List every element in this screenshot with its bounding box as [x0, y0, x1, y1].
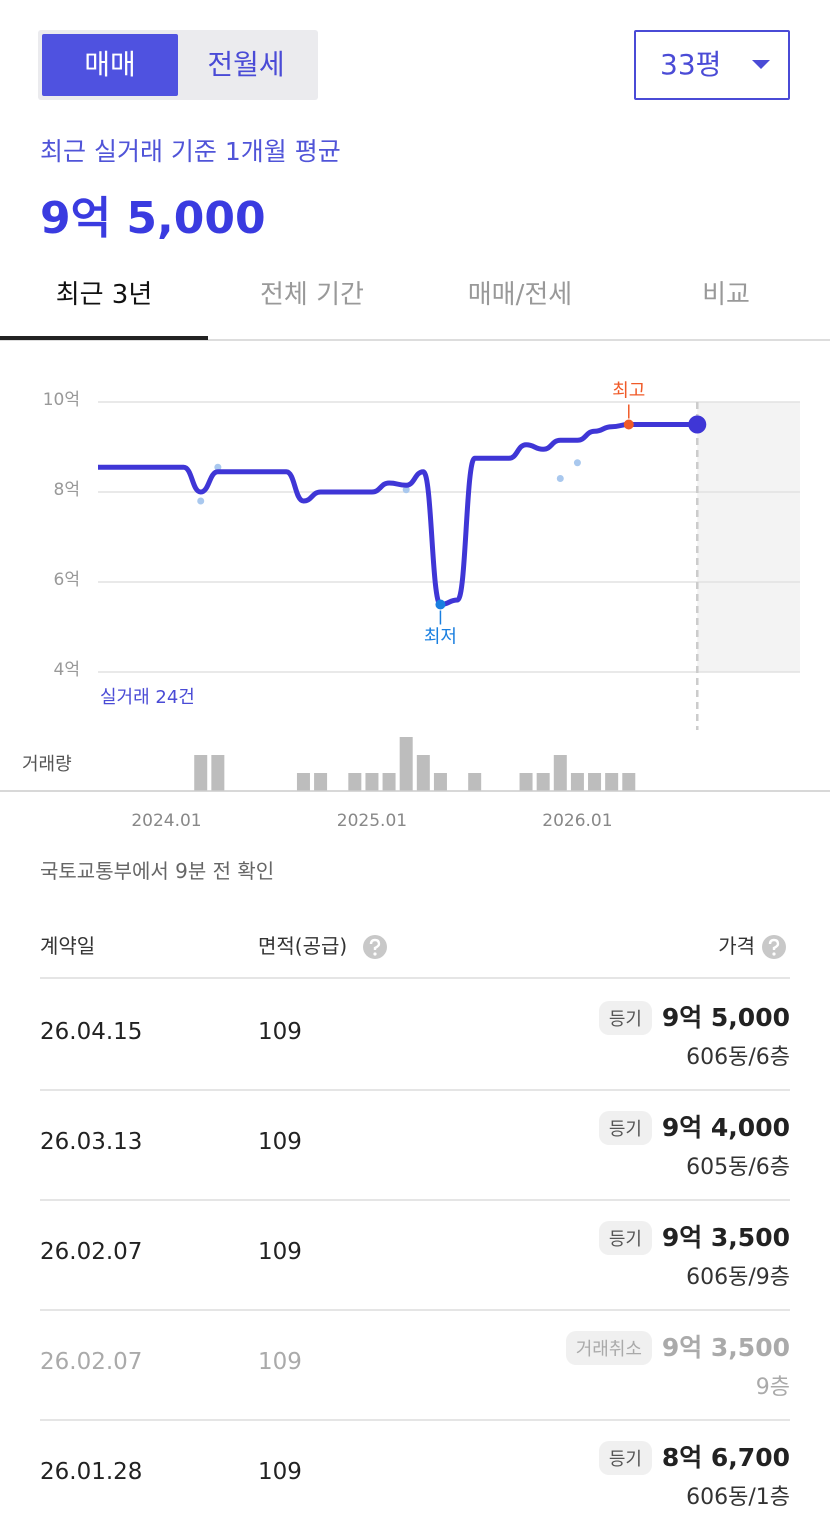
divider — [40, 1199, 790, 1201]
volume-label: 거래량 — [22, 754, 72, 775]
period-tab[interactable]: 최근 3년 — [55, 280, 153, 310]
divider — [40, 1419, 790, 1421]
period-tab[interactable]: 비교 — [702, 280, 750, 310]
trade-tab[interactable]: 전월세 — [207, 48, 285, 81]
period-tab[interactable]: 전체 기간 — [260, 280, 364, 310]
area: 109 — [258, 1459, 302, 1485]
summary-value: 9억 5,000 — [40, 193, 266, 244]
unit-detail: 606동/1층 — [686, 1485, 790, 1510]
trade-tab[interactable]: 매매 — [42, 34, 178, 96]
volume-bar — [382, 773, 396, 791]
badge: 등기 — [598, 1001, 652, 1035]
x-tick-label: 2024.01 — [131, 811, 201, 831]
price: 9억 4,000 — [661, 1113, 790, 1142]
y-tick-label: 4억 — [54, 660, 80, 680]
help-icon[interactable] — [761, 934, 787, 960]
annotation-point — [623, 419, 634, 430]
volume-bar — [622, 773, 636, 791]
unit-detail: 606동/6층 — [686, 1045, 790, 1070]
x-tick-label: 2025.01 — [337, 811, 407, 831]
volume-bar — [553, 755, 567, 791]
volume-bar — [570, 773, 584, 791]
volume-bar — [296, 773, 310, 791]
low-floor-point — [402, 486, 410, 494]
badge: 등기 — [598, 1441, 652, 1475]
badge: 등기 — [598, 1221, 652, 1255]
tab-border — [0, 339, 830, 341]
volume-bar — [399, 737, 413, 791]
annotation-point — [435, 599, 446, 610]
contract-date: 26.04.15 — [40, 1019, 143, 1045]
column-header: 가격 — [718, 934, 755, 958]
volume-bar — [348, 773, 362, 791]
y-tick-label: 10억 — [43, 390, 80, 410]
low-floor-point — [556, 475, 564, 482]
x-tick-label: 2026.01 — [542, 811, 612, 831]
divider — [40, 1309, 790, 1311]
contract-date: 26.02.07 — [40, 1349, 143, 1375]
price: 9억 3,500 — [661, 1223, 790, 1252]
annotation-label: 최저 — [424, 627, 457, 648]
help-icon[interactable] — [362, 934, 388, 960]
divider — [40, 1089, 790, 1091]
future-area — [697, 402, 800, 672]
unit-detail: 605동/6층 — [686, 1155, 790, 1180]
y-tick-label: 8억 — [54, 480, 80, 500]
low-floor-point — [214, 463, 222, 471]
price: 9억 5,000 — [661, 1003, 790, 1032]
column-header: 계약일 — [40, 934, 96, 958]
annotation-label: 최고 — [612, 381, 645, 402]
column-header: 면적(공급) — [258, 934, 348, 958]
area: 109 — [258, 1349, 302, 1375]
unit-detail: 606동/9층 — [686, 1265, 790, 1290]
summary-label: 최근 실거래 기준 1개월 평균 — [40, 137, 341, 166]
area-select[interactable]: 33평 — [660, 48, 722, 81]
contract-date: 26.02.07 — [40, 1239, 143, 1265]
volume-bar — [605, 773, 619, 791]
source-note: 국토교통부에서 9분 전 확인 — [40, 859, 275, 883]
price: 9억 3,500 — [661, 1333, 790, 1362]
dropdown-arrow — [752, 60, 770, 69]
divider — [40, 977, 790, 979]
contract-date: 26.01.28 — [40, 1459, 143, 1485]
volume-bar — [519, 773, 533, 791]
y-tick-label: 6억 — [54, 570, 80, 590]
volume-bar — [194, 755, 208, 791]
badge: 등기 — [598, 1111, 652, 1145]
area-dropdown[interactable] — [634, 30, 790, 100]
volume-bar — [365, 773, 379, 791]
volume-bar — [314, 773, 328, 791]
volume-bar — [433, 773, 447, 791]
tab-underline — [0, 336, 208, 340]
area: 109 — [258, 1129, 302, 1155]
price: 8억 6,700 — [661, 1443, 790, 1472]
area: 109 — [258, 1019, 302, 1045]
area: 109 — [258, 1239, 302, 1265]
deal-count: 실거래 24건 — [100, 687, 195, 708]
volume-bar — [588, 773, 602, 791]
price-line — [98, 422, 698, 607]
contract-date: 26.03.13 — [40, 1129, 143, 1155]
volume-bar — [468, 773, 482, 791]
unit-detail: 9층 — [755, 1375, 790, 1400]
latest-point — [688, 415, 707, 434]
period-tab[interactable]: 매매/전세 — [467, 280, 573, 310]
low-floor-point — [197, 497, 205, 505]
volume-bar — [536, 773, 550, 791]
volume-bar — [211, 755, 225, 791]
volume-bar — [416, 755, 430, 791]
badge: 거래취소 — [565, 1331, 652, 1365]
low-floor-point — [573, 459, 581, 467]
